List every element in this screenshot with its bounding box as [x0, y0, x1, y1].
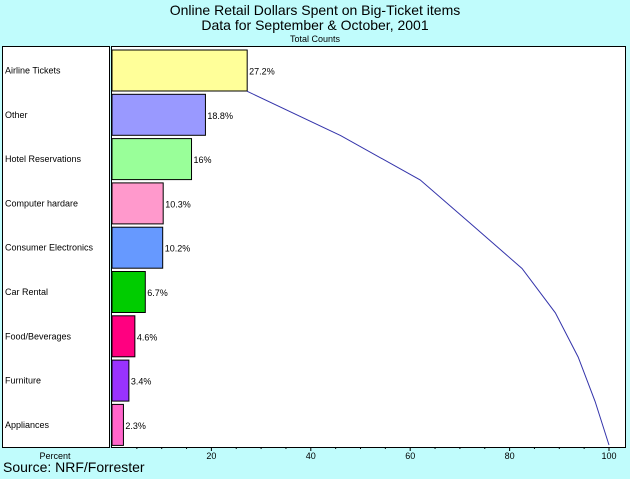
category-label-food-beverages: Food/Beverages	[5, 331, 72, 341]
category-label-hotel-reservations: Hotel Reservations	[5, 154, 82, 164]
bar-appliances	[111, 403, 124, 446]
category-label-airline-tickets: Airline Tickets	[5, 66, 61, 76]
category-label-other: Other	[5, 110, 28, 120]
value-label-food-beverages: 4.6%	[137, 332, 158, 342]
value-label-car-rental: 6.7%	[147, 288, 168, 298]
category-label-computer-hardare: Computer hardare	[5, 198, 78, 208]
x-tick-label-100: 100	[601, 451, 616, 461]
plot-area	[111, 46, 626, 448]
bar-computer-hardare	[111, 182, 164, 225]
x-tick-label-20: 20	[206, 451, 216, 461]
source-note: Source: NRF/Forrester	[3, 459, 145, 475]
chart-title: Online Retail Dollars Spent on Big-Ticke…	[169, 2, 461, 18]
category-label-consumer-electronics: Consumer Electronics	[5, 243, 94, 253]
chart-subtitle: Total Counts	[289, 34, 341, 44]
bar-hotel-reservations	[111, 138, 193, 181]
category-label-car-rental: Car Rental	[5, 287, 48, 297]
bar-other	[111, 93, 206, 136]
value-label-other: 18.8%	[207, 111, 233, 121]
value-label-consumer-electronics: 10.2%	[165, 244, 191, 254]
x-axis-label: Percent	[39, 451, 71, 461]
category-label-furniture: Furniture	[5, 376, 41, 386]
value-label-appliances: 2.3%	[125, 421, 146, 431]
cumulative-line	[246, 90, 610, 446]
category-label-appliances: Appliances	[5, 420, 50, 430]
bar-consumer-electronics	[111, 226, 164, 269]
x-tick-label-80: 80	[505, 451, 515, 461]
value-label-hotel-reservations: 16%	[194, 155, 212, 165]
x-tick-label-60: 60	[405, 451, 415, 461]
value-label-computer-hardare: 10.3%	[165, 199, 191, 209]
bar-food-beverages	[111, 315, 136, 358]
chart-title-line-2: Data for September & October, 2001	[201, 17, 429, 33]
value-label-airline-tickets: 27.2%	[249, 67, 275, 77]
bar-car-rental	[111, 271, 146, 313]
category-label-panel	[2, 46, 110, 448]
bar-furniture	[111, 359, 130, 402]
x-tick-label-40: 40	[306, 451, 316, 461]
value-label-furniture: 3.4%	[131, 377, 152, 387]
bar-airline-tickets	[111, 49, 248, 92]
